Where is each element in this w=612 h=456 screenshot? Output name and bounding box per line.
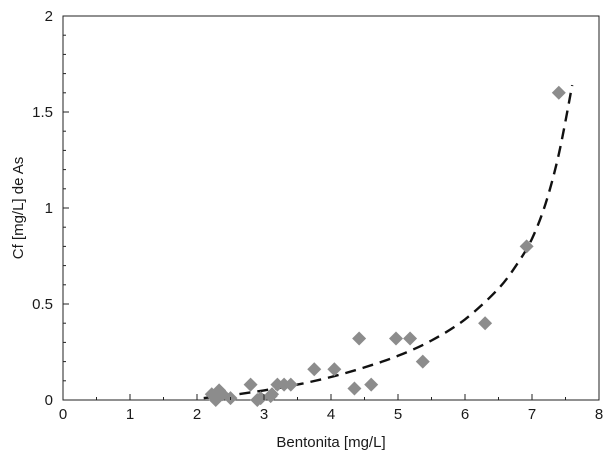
data-points-layer <box>204 85 566 407</box>
data-point <box>307 362 322 377</box>
y-axis-label: Cf [mg/L] de As <box>10 157 27 260</box>
x-tick-label: 8 <box>595 406 603 423</box>
y-tick-label: 1.5 <box>32 104 53 121</box>
data-point <box>519 239 534 254</box>
data-point <box>388 331 403 346</box>
data-point <box>243 377 258 392</box>
x-tick-label: 0 <box>59 406 67 423</box>
x-tick-label: 3 <box>260 406 268 423</box>
data-point <box>327 362 342 377</box>
data-point <box>347 381 362 396</box>
y-tick-label: 1 <box>45 200 53 217</box>
x-tick-label: 2 <box>193 406 201 423</box>
data-point <box>364 377 379 392</box>
y-tick-label: 2 <box>45 8 53 25</box>
x-tick-label: 1 <box>126 406 134 423</box>
x-tick-label: 4 <box>327 406 335 423</box>
y-axis-ticks: 0 0.5 1 1.5 2 <box>32 8 69 409</box>
data-point <box>415 354 430 369</box>
data-point <box>283 377 298 392</box>
x-axis-ticks: 0 1 2 3 4 5 6 7 8 <box>59 394 603 423</box>
plot-frame <box>62 15 600 401</box>
x-tick-label: 5 <box>394 406 402 423</box>
fit-curve <box>203 84 574 400</box>
x-tick-label: 6 <box>461 406 469 423</box>
fit-curve-layer <box>203 84 574 400</box>
data-point <box>265 387 280 402</box>
x-axis-label: Bentonita [mg/L] <box>276 434 385 451</box>
y-tick-label: 0 <box>45 392 53 409</box>
data-point <box>551 85 566 100</box>
data-point <box>478 316 493 331</box>
data-point <box>403 331 418 346</box>
y-tick-label: 0.5 <box>32 296 53 313</box>
data-point <box>352 331 367 346</box>
x-tick-label: 7 <box>528 406 536 423</box>
